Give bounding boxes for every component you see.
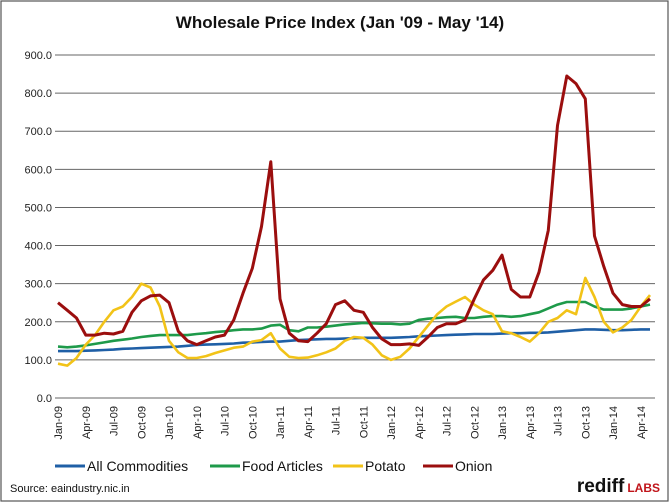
y-tick-label: 300.0 [24,279,52,291]
x-tick-label: Apr-09 [81,406,93,439]
y-tick-label: 500.0 [24,202,52,214]
legend-label: Potato [365,458,406,474]
legend-label: All Commodities [87,458,188,474]
x-tick-label: Jul-12 [442,406,454,436]
x-tick-label: Jan-09 [53,406,65,440]
source-note: Source: eaindustry.nic.in [10,483,130,495]
brand-sub: LABS [627,481,660,495]
x-tick-label: Jul-11 [331,406,343,435]
legend-label: Food Articles [242,458,323,474]
x-tick-label: Jul-09 [109,406,121,436]
x-tick-label: Jan-11 [275,406,287,439]
y-tick-label: 200.0 [24,317,52,329]
x-tick-label: Oct-09 [136,406,148,439]
series-line-food-articles [57,300,651,349]
chart-title: Wholesale Price Index (Jan '09 - May '14… [176,13,504,32]
x-tick-label: Jan-12 [386,406,398,440]
y-tick-label: 700.0 [24,126,52,138]
rediff-labs-logo: rediff LABS [577,476,660,497]
series-line-onion [57,74,651,347]
x-tick-label: Jan-10 [164,406,176,440]
x-tick-label: Apr-14 [636,406,648,439]
x-tick-label: Apr-13 [525,406,537,439]
y-tick-label: 600.0 [24,164,52,176]
x-tick-label: Apr-11 [303,406,315,438]
y-tick-label: 900.0 [24,50,52,62]
y-tick-label: 0.0 [37,393,52,405]
x-tick-label: Oct-11 [358,406,370,438]
x-tick-label: Oct-13 [580,406,592,439]
x-tick-label: Jul-13 [553,406,565,436]
y-tick-label: 400.0 [24,241,52,253]
x-tick-label: Jul-10 [220,406,232,436]
y-tick-label: 100.0 [24,355,52,367]
x-tick-label: Apr-12 [414,406,426,439]
x-tick-label: Oct-10 [247,406,259,439]
series-line-potato [57,276,652,367]
x-tick-label: Jan-14 [608,406,620,440]
brand-main: rediff [577,476,625,497]
x-tick-label: Jan-13 [497,406,509,440]
legend-label: Onion [455,458,492,474]
y-tick-label: 800.0 [24,88,52,100]
x-tick-label: Oct-12 [469,406,481,439]
x-tick-label: Apr-10 [192,406,204,439]
